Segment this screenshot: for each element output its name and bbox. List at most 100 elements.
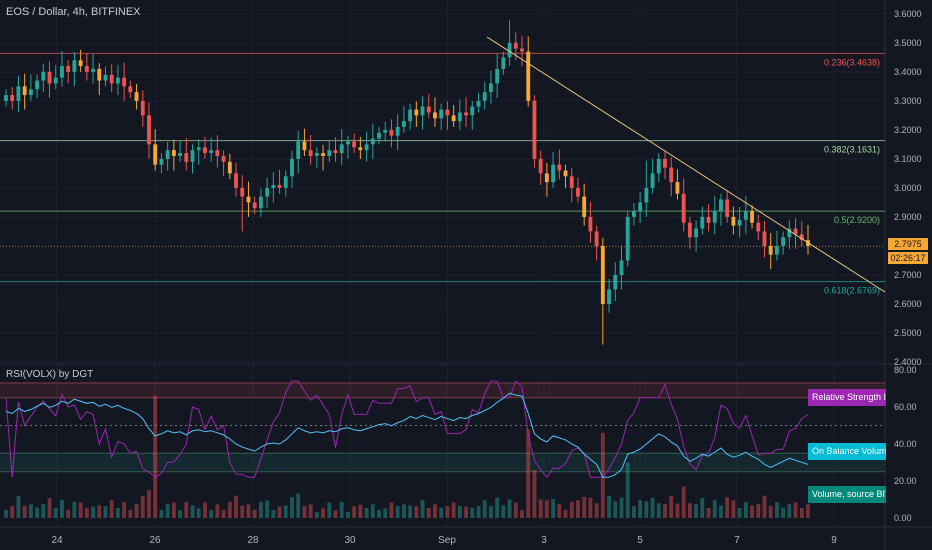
volume-bar: [768, 505, 773, 518]
volume-bar: [370, 504, 375, 518]
candle-body: [209, 150, 214, 154]
volume-bar: [725, 497, 730, 518]
volume-bar: [352, 506, 357, 518]
candle-body: [464, 112, 468, 116]
candle-body: [439, 109, 444, 119]
candle-body: [408, 109, 413, 122]
volume-bar: [743, 502, 748, 518]
volume-bar: [240, 505, 245, 518]
price-axis-tick: 3.2000: [894, 125, 922, 135]
volume-bar: [644, 501, 649, 518]
volume-bar: [706, 508, 711, 518]
candle-body: [644, 187, 649, 203]
candle-body: [638, 202, 643, 212]
volume-bar: [538, 499, 543, 518]
volume-bar: [557, 504, 562, 518]
volume-bar: [501, 505, 506, 518]
price-axis-tick: 2.6000: [894, 299, 922, 309]
candle-body: [743, 211, 748, 220]
candle-body: [271, 185, 276, 188]
price-axis-tick: 3.0000: [894, 183, 922, 193]
candle-body: [526, 51, 531, 101]
price-axis-tick: 2.4000: [894, 357, 922, 367]
time-axis-tick: 24: [51, 535, 63, 546]
candle-body: [377, 132, 381, 139]
candle-body: [364, 144, 369, 151]
indicator-axis-tick: 20.00: [894, 476, 917, 486]
volume-bar: [507, 499, 512, 518]
volume-bar: [439, 507, 444, 518]
candle-body: [78, 60, 83, 67]
time-axis-tick: 9: [831, 535, 837, 546]
volume-bar: [600, 432, 605, 518]
candle-body: [321, 153, 325, 156]
candle-body: [4, 95, 8, 101]
volume-bar: [495, 497, 500, 518]
volume-bar: [781, 507, 786, 518]
candle-body: [513, 42, 518, 49]
volume-bar: [4, 509, 8, 518]
candle-body: [725, 199, 730, 217]
volume-bar: [544, 500, 549, 518]
candle-body: [97, 68, 102, 81]
time-axis-tick: 7: [734, 535, 740, 546]
candle-body: [41, 71, 46, 81]
price-axis-tick: 3.3000: [894, 96, 922, 106]
rsi-line: [5, 380, 809, 479]
candle-body: [756, 222, 761, 232]
volume-bar: [22, 505, 27, 518]
volume-bar: [271, 510, 276, 518]
volume-bar: [750, 505, 754, 518]
volume-bar: [793, 502, 798, 518]
candle-body: [72, 60, 77, 72]
indicator-axis-tick: 40.00: [894, 439, 917, 449]
volume-bar: [234, 495, 238, 518]
volume-bar: [470, 507, 475, 518]
candle-body: [277, 185, 282, 188]
volume-bar: [290, 497, 294, 518]
candle-body: [308, 150, 313, 156]
trend-line: [486, 36, 886, 293]
candle-body: [128, 86, 133, 93]
volume-bar: [513, 502, 518, 518]
volume-bar: [719, 505, 723, 518]
volume-bar: [532, 469, 537, 518]
volume-bar: [650, 497, 655, 518]
candle-body: [520, 48, 524, 52]
volume-bar: [78, 502, 83, 518]
volume-bar: [420, 500, 425, 518]
candle-body: [159, 158, 164, 165]
candle-body: [706, 216, 711, 223]
candle-body: [426, 106, 431, 113]
candle-body: [165, 150, 170, 159]
volume-bar: [72, 501, 77, 518]
volume-bar: [140, 495, 145, 518]
oversold-band: [0, 453, 885, 472]
volume-legend-tag: Volume, source BITFINEX: [808, 486, 886, 503]
candle-body: [283, 176, 288, 188]
volume-bar: [203, 502, 207, 518]
candle-body: [28, 89, 33, 96]
volume-bar: [433, 504, 437, 518]
candle-body: [663, 158, 667, 168]
candle-body: [414, 109, 419, 116]
candle-body: [656, 158, 661, 174]
candle-body: [190, 150, 195, 162]
volume-bars: [4, 395, 810, 518]
fib-level-label: 0.382(3.1631): [824, 145, 880, 155]
fib-level-label: 0.5(2.9200): [834, 215, 880, 225]
volume-bar: [451, 502, 456, 518]
volume-bar: [445, 506, 450, 518]
volume-bar: [128, 509, 133, 518]
volume-bar: [364, 508, 369, 518]
chart-title: EOS / Dollar, 4h, BITFINEX: [6, 6, 141, 18]
volume-bar: [190, 505, 195, 518]
candle-body: [625, 216, 630, 261]
candles: [4, 20, 810, 345]
volume-bar: [28, 504, 33, 518]
candle-body: [296, 141, 301, 159]
volume-bar: [569, 501, 574, 518]
volume-bar: [694, 503, 699, 518]
candle-body: [470, 106, 475, 116]
